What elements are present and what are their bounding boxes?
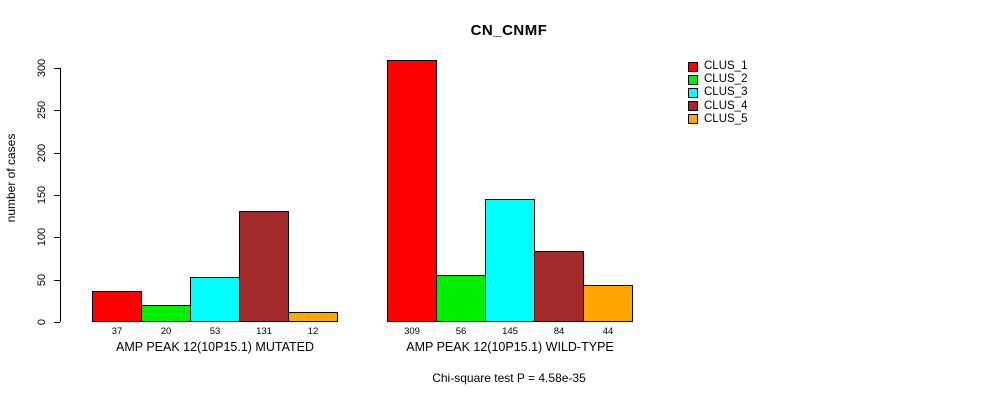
bar-value-label: 56 bbox=[455, 326, 467, 337]
legend-item-clus_5: CLUS_5 bbox=[688, 113, 747, 126]
bar-value-label: 145 bbox=[502, 326, 518, 337]
bar-clus_1-group1 bbox=[92, 291, 142, 322]
bar-clus_3-group2 bbox=[485, 199, 535, 322]
legend-item-clus_1: CLUS_1 bbox=[688, 60, 747, 73]
y-tick-mark bbox=[54, 152, 60, 154]
bar-value-label: 53 bbox=[209, 326, 221, 337]
bar-clus_5-group1 bbox=[288, 312, 338, 322]
chi-square-annotation: Chi-square test P = 4.58e-35 bbox=[432, 371, 586, 385]
chart-title: CN_CNMF bbox=[470, 22, 548, 39]
y-axis-label: number of cases bbox=[4, 133, 18, 223]
bar-clus_4-group1 bbox=[239, 211, 289, 322]
bar-clus_2-group2 bbox=[436, 275, 486, 322]
y-tick-label: 200 bbox=[36, 143, 48, 162]
legend-label: CLUS_1 bbox=[704, 60, 748, 73]
legend-item-clus_4: CLUS_4 bbox=[688, 100, 747, 113]
legend-swatch-icon bbox=[688, 61, 698, 72]
legend: CLUS_1 CLUS_2 CLUS_3 CLUS_4 CLUS_5 bbox=[688, 60, 747, 126]
y-tick-mark bbox=[54, 237, 60, 239]
group-label: AMP PEAK 12(10P15.1) WILD-TYPE bbox=[406, 340, 614, 354]
legend-label: CLUS_5 bbox=[704, 112, 748, 125]
y-tick-label: 150 bbox=[36, 185, 48, 205]
bar-clus_5-group2 bbox=[583, 285, 633, 322]
bar-value-label: 44 bbox=[602, 326, 614, 337]
bar-value-label: 309 bbox=[404, 326, 420, 337]
legend-swatch-icon bbox=[688, 101, 698, 112]
legend-swatch-icon bbox=[688, 87, 698, 98]
bar-clus_4-group2 bbox=[534, 251, 584, 322]
legend-item-clus_3: CLUS_3 bbox=[688, 86, 747, 99]
bar-value-label: 84 bbox=[553, 326, 565, 337]
bar-clus_3-group1 bbox=[190, 277, 240, 322]
y-tick-label: 50 bbox=[36, 273, 48, 286]
y-tick-mark bbox=[54, 195, 60, 196]
y-tick-mark bbox=[54, 322, 60, 323]
legend-label: CLUS_4 bbox=[704, 99, 748, 112]
legend-label: CLUS_3 bbox=[704, 86, 748, 99]
y-axis-line bbox=[60, 68, 61, 322]
y-tick-label: 100 bbox=[36, 228, 48, 247]
legend-item-clus_2: CLUS_2 bbox=[688, 73, 747, 86]
legend-label: CLUS_2 bbox=[704, 73, 748, 86]
y-tick-label: 0 bbox=[36, 318, 48, 326]
group-label: AMP PEAK 12(10P15.1) MUTATED bbox=[116, 340, 314, 354]
legend-swatch-icon bbox=[688, 74, 698, 85]
bar-clus_1-group2 bbox=[387, 60, 437, 322]
bar-value-label: 20 bbox=[160, 326, 172, 337]
y-tick-mark bbox=[54, 279, 60, 281]
y-tick-label: 250 bbox=[36, 101, 48, 120]
bar-value-label: 131 bbox=[256, 326, 272, 337]
bar-value-label: 12 bbox=[307, 326, 319, 337]
legend-swatch-icon bbox=[688, 114, 698, 125]
y-tick-mark bbox=[54, 110, 60, 112]
bar-value-label: 37 bbox=[111, 326, 123, 337]
y-tick-label: 300 bbox=[36, 58, 48, 78]
bar-clus_2-group1 bbox=[141, 305, 191, 322]
y-tick-mark bbox=[54, 68, 60, 69]
